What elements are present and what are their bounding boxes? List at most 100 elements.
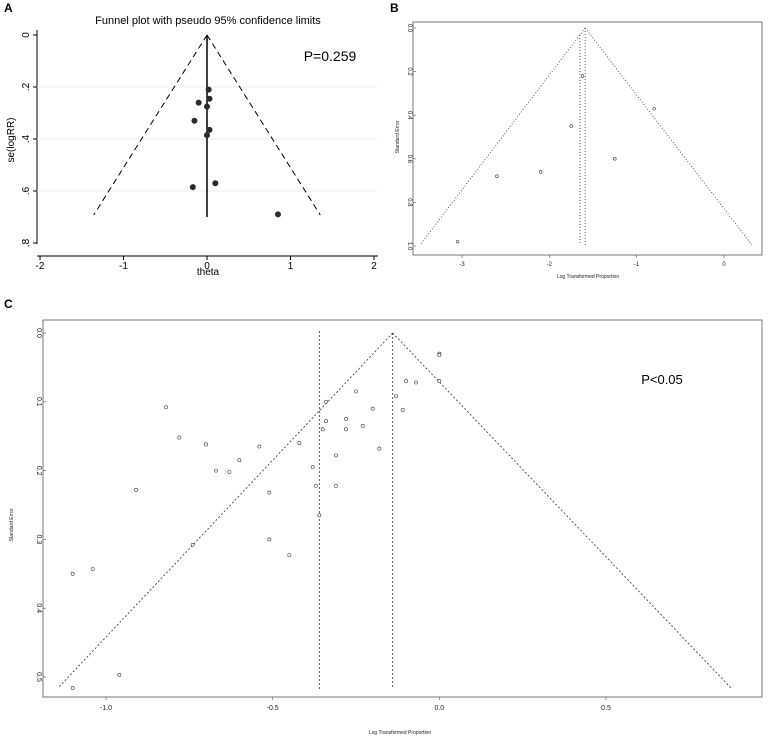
data-point-b bbox=[580, 74, 585, 78]
data-point-c bbox=[360, 423, 365, 428]
data-point-c bbox=[354, 389, 358, 394]
data-point-a bbox=[191, 117, 198, 124]
y-tick-label-b: 0.0 bbox=[406, 24, 412, 33]
data-point-c bbox=[134, 487, 138, 492]
x-axis-label-b: Log Transformed Proportion bbox=[557, 274, 619, 280]
data-point-a bbox=[212, 180, 219, 187]
data-point-c bbox=[314, 483, 318, 488]
data-point-c bbox=[267, 537, 272, 542]
data-point-c bbox=[320, 427, 325, 432]
x-tick-label-c: 0.0 bbox=[434, 705, 444, 712]
data-point-c bbox=[414, 380, 418, 385]
y-axis-label-a: se(logRR) bbox=[6, 117, 17, 162]
data-point-c bbox=[334, 453, 338, 458]
y-tick-label-c: 0.0 bbox=[35, 328, 42, 338]
x-tick-label-b: -3 bbox=[459, 262, 465, 268]
data-point-c bbox=[377, 446, 382, 451]
data-point-c bbox=[237, 458, 242, 463]
y-tick-label-c: 0.5 bbox=[35, 672, 42, 682]
data-point-a bbox=[204, 103, 210, 110]
data-point-c bbox=[344, 417, 348, 421]
y-axis-label-c: Standard Error bbox=[9, 508, 15, 541]
y-tick-label-a: 0 bbox=[21, 32, 32, 38]
y-tick-label-a: .8 bbox=[21, 238, 32, 247]
x-tick-label-c: -1.0 bbox=[100, 705, 112, 712]
data-point-c bbox=[257, 444, 262, 449]
data-point-c bbox=[214, 468, 218, 473]
plot-frame-b bbox=[412, 21, 763, 256]
data-point-a bbox=[205, 86, 212, 93]
data-point-c bbox=[324, 419, 328, 423]
funnel-right-a bbox=[206, 34, 321, 216]
data-point-b bbox=[538, 170, 543, 174]
x-axis-label-c: Log Transformed Proportion bbox=[369, 730, 431, 736]
x-axis-label-a: theta bbox=[197, 267, 220, 278]
panel-letter-b: B bbox=[390, 1, 399, 15]
data-point-c bbox=[190, 543, 195, 547]
panel-c: C P<0.05 Log Transformed Proportion Stan… bbox=[4, 297, 763, 736]
x-tick-label-c: -0.5 bbox=[267, 705, 279, 712]
data-point-c bbox=[437, 379, 442, 384]
data-point-a bbox=[206, 95, 213, 102]
panel-letter-c: C bbox=[4, 297, 13, 311]
data-point-c bbox=[177, 435, 182, 440]
data-point-c bbox=[394, 394, 398, 399]
data-point-c bbox=[204, 442, 208, 447]
data-point-b bbox=[569, 124, 573, 128]
x-tick-label-a: -2 bbox=[36, 261, 45, 272]
x-tick-label-b: -2 bbox=[547, 262, 553, 268]
data-point-b bbox=[613, 157, 617, 161]
y-tick-label-c: 0.4 bbox=[35, 603, 42, 613]
y-tick-label-b: 0.8 bbox=[406, 198, 412, 207]
y-axis-label-b: Standard Error bbox=[395, 120, 401, 153]
data-point-c bbox=[317, 513, 322, 518]
data-point-c bbox=[344, 427, 348, 432]
y-tick-label-a: .6 bbox=[21, 186, 32, 195]
plot-frame-c bbox=[42, 319, 763, 698]
y-tick-label-c: 0.1 bbox=[35, 397, 42, 407]
funnel-left-b bbox=[419, 27, 586, 246]
data-point-b bbox=[495, 174, 499, 178]
x-tick-label-a: 1 bbox=[288, 261, 294, 272]
x-tick-label-b: -1 bbox=[634, 262, 640, 268]
data-point-c bbox=[70, 686, 75, 690]
data-point-c bbox=[334, 483, 338, 488]
data-point-c bbox=[310, 465, 315, 470]
x-tick-label-b: 0 bbox=[722, 262, 726, 268]
x-tick-label-a: 2 bbox=[371, 261, 377, 272]
p-value-c: P<0.05 bbox=[641, 372, 683, 387]
data-point-a bbox=[204, 132, 210, 139]
data-point-c bbox=[267, 490, 272, 495]
y-tick-label-b: 0.6 bbox=[406, 155, 412, 164]
data-point-c bbox=[437, 353, 442, 357]
funnel-left-c bbox=[57, 332, 393, 689]
data-point-a bbox=[195, 99, 202, 106]
data-point-b bbox=[652, 106, 656, 111]
y-tick-label-b: 1.0 bbox=[406, 242, 412, 251]
data-point-c bbox=[370, 406, 375, 411]
panel-letter-a: A bbox=[4, 1, 13, 15]
data-point-c bbox=[297, 441, 302, 445]
data-point-c bbox=[164, 405, 168, 410]
funnel-right-c bbox=[392, 332, 733, 690]
data-point-a bbox=[274, 211, 281, 218]
chart-title-a: Funnel plot with pseudo 95% confidence l… bbox=[95, 15, 321, 27]
funnel-left-a bbox=[93, 34, 208, 216]
panel-a: A Funnel plot with pseudo 95% confidence… bbox=[4, 1, 378, 278]
panel-b: B Log Transformed Proportion Standard Er… bbox=[390, 1, 763, 280]
data-point-b bbox=[455, 239, 460, 244]
data-point-c bbox=[70, 571, 75, 576]
data-point-c bbox=[90, 567, 95, 571]
y-tick-label-c: 0.2 bbox=[35, 466, 42, 476]
x-tick-label-a: 0 bbox=[204, 261, 210, 272]
data-point-c bbox=[117, 673, 122, 677]
data-point-c bbox=[227, 470, 232, 474]
x-tick-label-c: 0.5 bbox=[601, 705, 611, 712]
data-point-c bbox=[400, 408, 405, 412]
data-point-c bbox=[404, 379, 408, 384]
x-tick-label-a: -1 bbox=[119, 261, 128, 272]
y-tick-label-c: 0.3 bbox=[35, 535, 42, 545]
y-tick-label-a: .4 bbox=[21, 134, 32, 143]
y-tick-label-b: 0.2 bbox=[406, 67, 412, 76]
